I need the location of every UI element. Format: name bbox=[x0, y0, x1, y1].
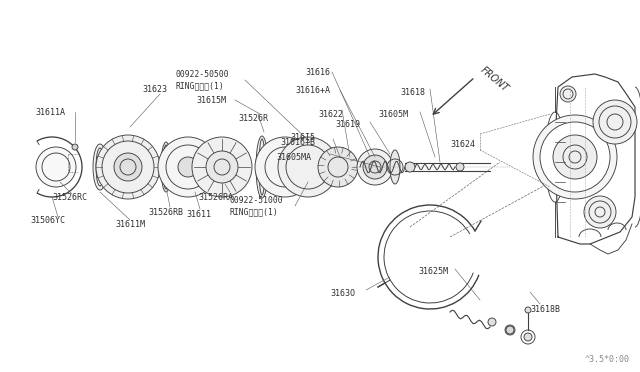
Circle shape bbox=[158, 137, 218, 197]
Text: ^3.5*0:00: ^3.5*0:00 bbox=[585, 355, 630, 364]
Circle shape bbox=[96, 135, 160, 199]
Text: 31506YC: 31506YC bbox=[30, 215, 65, 224]
Circle shape bbox=[36, 147, 76, 187]
Ellipse shape bbox=[390, 150, 400, 184]
Text: 31526RC: 31526RC bbox=[52, 192, 87, 202]
Ellipse shape bbox=[256, 136, 268, 198]
Circle shape bbox=[540, 122, 610, 192]
Text: 31616: 31616 bbox=[305, 67, 330, 77]
Circle shape bbox=[255, 137, 315, 197]
Text: 31616+B: 31616+B bbox=[280, 138, 315, 147]
Text: 31611: 31611 bbox=[186, 209, 211, 218]
Ellipse shape bbox=[161, 142, 171, 192]
Text: 31526RB: 31526RB bbox=[148, 208, 183, 217]
Circle shape bbox=[114, 153, 142, 181]
Circle shape bbox=[525, 307, 531, 313]
Circle shape bbox=[488, 318, 496, 326]
Text: 3163O: 3163O bbox=[330, 289, 355, 298]
Circle shape bbox=[72, 144, 78, 150]
Text: 31619: 31619 bbox=[335, 119, 360, 128]
Circle shape bbox=[178, 157, 198, 177]
Text: RINGリング(1): RINGリング(1) bbox=[230, 208, 279, 217]
Text: RINGリング(1): RINGリング(1) bbox=[175, 81, 224, 90]
Text: 31618B: 31618B bbox=[530, 305, 560, 314]
Circle shape bbox=[524, 333, 532, 341]
Text: 31616+A: 31616+A bbox=[295, 86, 330, 94]
Circle shape bbox=[560, 86, 576, 102]
Circle shape bbox=[357, 149, 393, 185]
Circle shape bbox=[278, 137, 338, 197]
Circle shape bbox=[593, 100, 637, 144]
Text: 31615M: 31615M bbox=[196, 96, 226, 105]
Text: FRONT: FRONT bbox=[478, 65, 510, 94]
Circle shape bbox=[363, 155, 387, 179]
Circle shape bbox=[318, 147, 358, 187]
Text: 00922-51000: 00922-51000 bbox=[230, 196, 284, 205]
Circle shape bbox=[533, 115, 617, 199]
Ellipse shape bbox=[93, 144, 107, 190]
Text: 31622: 31622 bbox=[318, 109, 343, 119]
Circle shape bbox=[553, 135, 597, 179]
Circle shape bbox=[456, 163, 464, 171]
Circle shape bbox=[584, 196, 616, 228]
Circle shape bbox=[206, 151, 238, 183]
Circle shape bbox=[505, 325, 515, 335]
Circle shape bbox=[405, 162, 415, 172]
Text: 31624: 31624 bbox=[450, 140, 475, 148]
Text: 31625M: 31625M bbox=[418, 267, 448, 276]
Text: 31623: 31623 bbox=[142, 84, 167, 93]
Text: 31605M: 31605M bbox=[378, 109, 408, 119]
Text: 31526R: 31526R bbox=[238, 113, 268, 122]
Text: 31611M: 31611M bbox=[115, 219, 145, 228]
Circle shape bbox=[192, 137, 252, 197]
Text: 31611A: 31611A bbox=[35, 108, 65, 116]
Text: 31618: 31618 bbox=[400, 87, 425, 96]
Text: 00922-50500: 00922-50500 bbox=[175, 70, 228, 78]
Text: 31526RA: 31526RA bbox=[198, 192, 233, 202]
Text: 31605MA: 31605MA bbox=[276, 153, 311, 161]
Text: 316I5: 316I5 bbox=[290, 132, 315, 141]
